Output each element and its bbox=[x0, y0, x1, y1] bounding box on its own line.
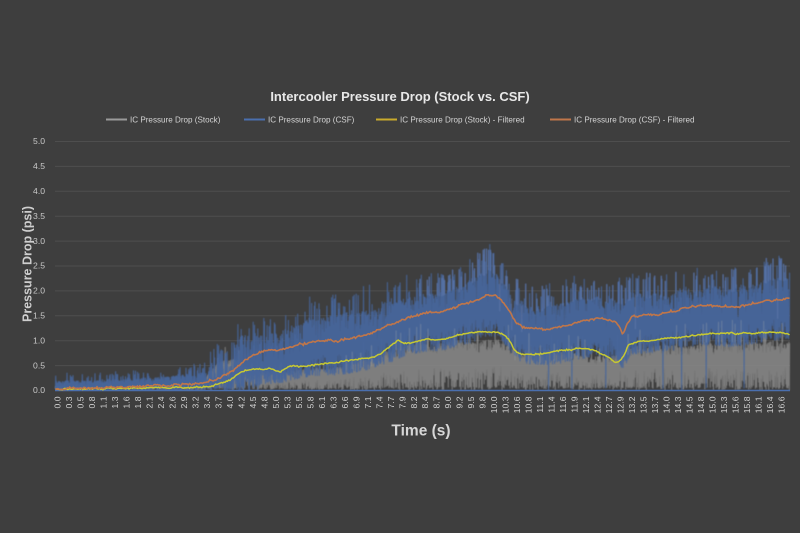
svg-text:5.5: 5.5 bbox=[294, 396, 304, 408]
svg-text:0.0: 0.0 bbox=[33, 385, 45, 395]
svg-text:11.9: 11.9 bbox=[570, 396, 580, 412]
svg-text:1.5: 1.5 bbox=[33, 311, 45, 321]
svg-text:12.1: 12.1 bbox=[581, 396, 591, 413]
svg-text:3.2: 3.2 bbox=[191, 396, 201, 408]
svg-text:Pressure Drop (psi): Pressure Drop (psi) bbox=[21, 206, 35, 322]
svg-text:13.7: 13.7 bbox=[650, 396, 660, 413]
svg-text:10.8: 10.8 bbox=[524, 396, 534, 413]
svg-text:10.0: 10.0 bbox=[489, 396, 499, 413]
svg-text:0.0: 0.0 bbox=[53, 396, 63, 408]
svg-text:0.3: 0.3 bbox=[64, 396, 74, 408]
svg-text:1.0: 1.0 bbox=[33, 335, 45, 345]
svg-text:2.9: 2.9 bbox=[179, 396, 189, 408]
svg-text:14.3: 14.3 bbox=[673, 396, 683, 413]
svg-text:11.6: 11.6 bbox=[558, 396, 568, 412]
svg-text:3.7: 3.7 bbox=[214, 396, 224, 408]
svg-text:11.1: 11.1 bbox=[535, 396, 545, 412]
svg-text:Intercooler Pressure Drop (Sto: Intercooler Pressure Drop (Stock vs. CSF… bbox=[270, 89, 529, 104]
svg-text:7.7: 7.7 bbox=[386, 396, 396, 408]
svg-text:12.9: 12.9 bbox=[616, 396, 626, 413]
svg-text:15.0: 15.0 bbox=[707, 396, 717, 413]
svg-text:10.6: 10.6 bbox=[512, 396, 522, 413]
svg-text:5.3: 5.3 bbox=[282, 396, 292, 408]
svg-text:6.9: 6.9 bbox=[351, 396, 361, 408]
svg-text:8.4: 8.4 bbox=[420, 396, 430, 408]
svg-text:IC Pressure Drop (CSF): IC Pressure Drop (CSF) bbox=[268, 115, 355, 124]
svg-text:1.6: 1.6 bbox=[122, 396, 132, 408]
svg-text:16.6: 16.6 bbox=[776, 396, 786, 413]
svg-text:4.0: 4.0 bbox=[33, 186, 45, 196]
svg-text:13.5: 13.5 bbox=[638, 396, 648, 413]
svg-text:8.7: 8.7 bbox=[432, 396, 442, 408]
svg-text:15.6: 15.6 bbox=[730, 396, 740, 413]
svg-text:9.2: 9.2 bbox=[455, 396, 465, 408]
svg-text:14.0: 14.0 bbox=[661, 396, 671, 413]
svg-text:IC Pressure Drop (CSF) - Filte: IC Pressure Drop (CSF) - Filtered bbox=[574, 115, 695, 124]
svg-text:6.6: 6.6 bbox=[340, 396, 350, 408]
svg-text:5.0: 5.0 bbox=[33, 136, 45, 146]
svg-text:2.5: 2.5 bbox=[33, 261, 45, 271]
svg-text:16.1: 16.1 bbox=[753, 396, 763, 413]
svg-text:16.4: 16.4 bbox=[765, 396, 775, 413]
svg-text:3.4: 3.4 bbox=[202, 396, 212, 408]
svg-text:1.8: 1.8 bbox=[133, 396, 143, 408]
svg-text:12.4: 12.4 bbox=[593, 396, 603, 413]
svg-text:4.8: 4.8 bbox=[260, 396, 270, 408]
svg-text:0.8: 0.8 bbox=[87, 396, 97, 408]
svg-text:2.0: 2.0 bbox=[33, 286, 45, 296]
svg-text:5.0: 5.0 bbox=[271, 396, 281, 408]
svg-text:1.3: 1.3 bbox=[110, 396, 120, 408]
svg-text:IC Pressure Drop (Stock) - Fil: IC Pressure Drop (Stock) - Filtered bbox=[400, 115, 525, 124]
svg-text:8.2: 8.2 bbox=[409, 396, 419, 408]
svg-text:IC Pressure Drop (Stock): IC Pressure Drop (Stock) bbox=[130, 115, 221, 124]
svg-text:9.8: 9.8 bbox=[478, 396, 488, 408]
svg-text:7.9: 7.9 bbox=[397, 396, 407, 408]
svg-text:4.5: 4.5 bbox=[33, 161, 45, 171]
svg-text:3.5: 3.5 bbox=[33, 211, 45, 221]
svg-text:Time (s): Time (s) bbox=[391, 423, 450, 440]
svg-text:0.5: 0.5 bbox=[33, 360, 45, 370]
svg-text:4.5: 4.5 bbox=[248, 396, 258, 408]
svg-text:11.4: 11.4 bbox=[547, 396, 557, 412]
svg-text:6.1: 6.1 bbox=[317, 396, 327, 408]
svg-text:3.0: 3.0 bbox=[33, 236, 45, 246]
svg-text:14.5: 14.5 bbox=[684, 396, 694, 413]
svg-text:13.2: 13.2 bbox=[627, 396, 637, 413]
svg-text:14.8: 14.8 bbox=[696, 396, 706, 413]
svg-text:10.3: 10.3 bbox=[501, 396, 511, 413]
svg-text:0.5: 0.5 bbox=[76, 396, 86, 408]
svg-text:6.3: 6.3 bbox=[328, 396, 338, 408]
svg-text:15.8: 15.8 bbox=[742, 396, 752, 413]
svg-text:2.4: 2.4 bbox=[156, 396, 166, 408]
svg-text:4.0: 4.0 bbox=[225, 396, 235, 408]
svg-text:5.8: 5.8 bbox=[305, 396, 315, 408]
svg-text:9.0: 9.0 bbox=[443, 396, 453, 408]
svg-text:7.4: 7.4 bbox=[374, 396, 384, 408]
svg-text:2.1: 2.1 bbox=[145, 396, 155, 408]
svg-text:9.5: 9.5 bbox=[466, 396, 476, 408]
svg-text:1.1: 1.1 bbox=[99, 396, 109, 408]
svg-text:15.3: 15.3 bbox=[719, 396, 729, 413]
svg-text:7.1: 7.1 bbox=[363, 396, 373, 408]
svg-text:12.7: 12.7 bbox=[604, 396, 614, 413]
svg-text:4.2: 4.2 bbox=[237, 396, 247, 408]
svg-text:2.6: 2.6 bbox=[168, 396, 178, 408]
